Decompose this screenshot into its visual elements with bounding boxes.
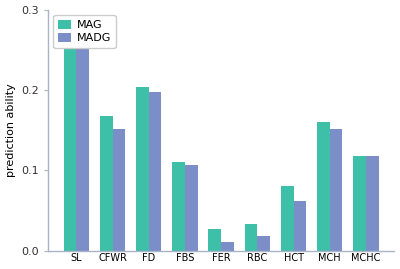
Bar <box>185 165 198 251</box>
Bar <box>76 47 89 251</box>
Bar <box>366 156 379 251</box>
Bar <box>281 186 294 251</box>
Bar <box>172 162 185 251</box>
Y-axis label: prediction ability: prediction ability <box>6 83 16 177</box>
Bar <box>64 46 76 251</box>
Bar <box>294 201 306 251</box>
Bar <box>149 92 162 251</box>
Bar <box>353 156 366 251</box>
Bar <box>221 242 234 251</box>
Bar <box>208 229 221 251</box>
Bar <box>317 122 330 251</box>
Bar <box>136 87 149 251</box>
Bar <box>330 129 342 251</box>
Legend: MAG, MADG: MAG, MADG <box>54 15 116 48</box>
Bar <box>257 236 270 251</box>
Bar <box>245 224 257 251</box>
Bar <box>100 116 112 251</box>
Bar <box>112 129 125 251</box>
